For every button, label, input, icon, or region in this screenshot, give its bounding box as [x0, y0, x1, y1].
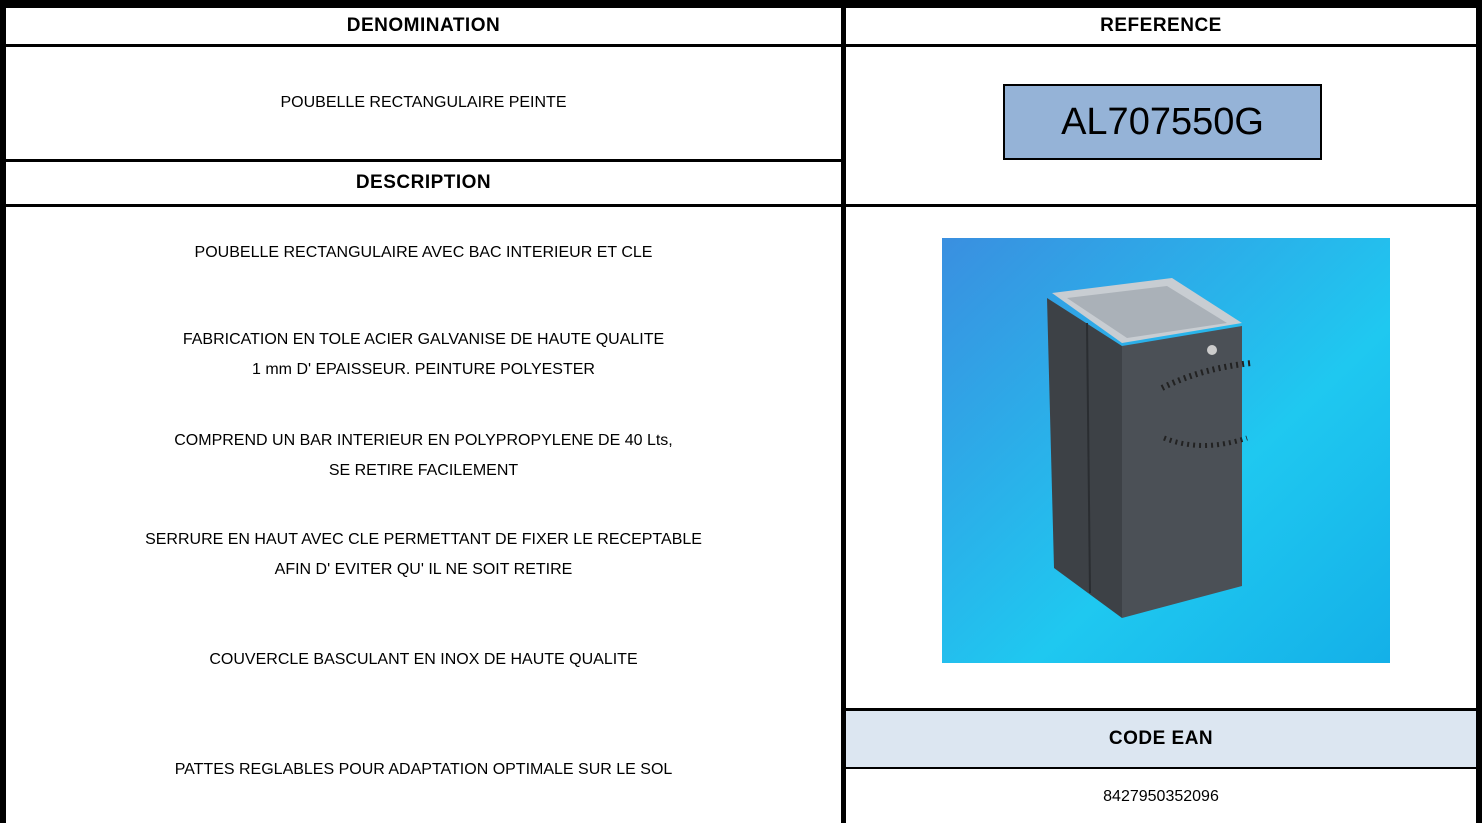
- border: [843, 767, 1482, 769]
- ean-value: 8427950352096: [1103, 788, 1219, 805]
- border: [0, 44, 1482, 47]
- description-line: SE RETIRE FACILEMENT: [328, 462, 519, 479]
- description-line: AFIN D' EVITER QU' IL NE SOIT RETIRE: [274, 561, 573, 578]
- border: [0, 204, 1482, 207]
- header: DENOMINATION: [346, 15, 501, 36]
- description-line: PATTES REGLABLES POUR ADAPTATION OPTIMAL…: [174, 761, 673, 778]
- border: [0, 0, 1482, 8]
- description-line: 1 mm D' EPAISSEUR. PEINTURE POLYESTER: [252, 361, 595, 378]
- border: [0, 159, 843, 162]
- description-line: FABRICATION EN TOLE ACIER GALVANISE DE H…: [182, 331, 665, 348]
- border: [1476, 0, 1482, 823]
- header: CODE EAN: [1108, 728, 1214, 749]
- border: [843, 708, 1482, 711]
- description-line: SERRURE EN HAUT AVEC CLE PERMETTANT DE F…: [145, 531, 702, 548]
- reference: AL707550G: [1003, 84, 1322, 160]
- description-line: POUBELLE RECTANGULAIRE AVEC BAC INTERIEU…: [194, 244, 653, 261]
- ean-header-bg: [846, 711, 1476, 767]
- header: DESCRIPTION: [355, 172, 492, 193]
- border: [841, 0, 846, 823]
- header: REFERENCE: [1100, 15, 1222, 36]
- description-line: COMPREND UN BAR INTERIEUR EN POLYPROPYLE…: [174, 432, 673, 449]
- denomination: POUBELLE RECTANGULAIRE PEINTE: [280, 94, 567, 111]
- description-line: COUVERCLE BASCULANT EN INOX DE HAUTE QUA…: [209, 651, 638, 668]
- border: [0, 0, 6, 823]
- product-image: [942, 238, 1390, 663]
